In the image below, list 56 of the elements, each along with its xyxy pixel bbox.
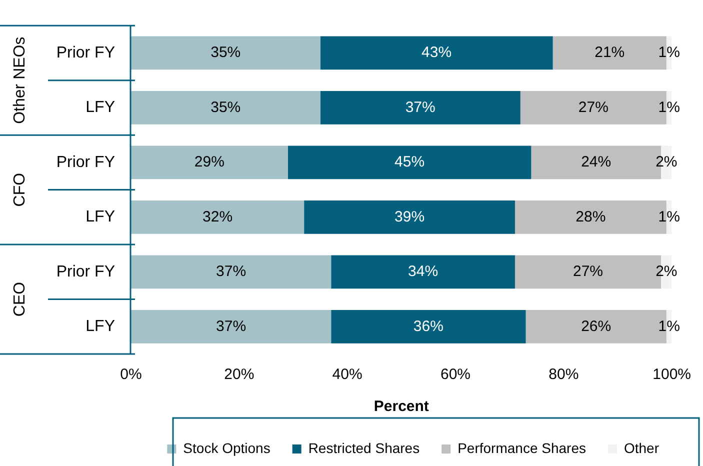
data-label: 1% [658, 98, 680, 116]
bar [320, 91, 520, 124]
y-tick-label: LFY [86, 99, 116, 116]
y-tick-label: LFY [86, 318, 116, 336]
data-label: 27% [578, 98, 608, 116]
data-label: 37% [405, 98, 436, 116]
bar [304, 200, 515, 234]
bar [331, 310, 526, 344]
data-label: 2% [656, 263, 678, 280]
data-label: 28% [576, 208, 606, 226]
data-label: 43% [422, 44, 452, 62]
data-label: 2% [656, 154, 678, 171]
x-tick-label: 80% [548, 366, 579, 384]
x-axis-title: Percent [374, 398, 429, 416]
bar [131, 255, 332, 289]
x-tick-label: 100% [652, 366, 692, 384]
data-label: 24% [581, 154, 612, 171]
bar [131, 310, 332, 344]
text: CFO [11, 172, 28, 207]
legend-label: Stock Options [183, 440, 270, 456]
data-label: 35% [210, 98, 241, 116]
data-label: 27% [572, 263, 604, 280]
data-label: 37% [216, 263, 246, 280]
x-tick-label: 40% [332, 366, 362, 384]
text: Other NEOs [11, 36, 28, 124]
bar [131, 146, 288, 180]
data-label: 39% [394, 208, 425, 226]
bar [331, 255, 515, 289]
x-tick-label: 0% [120, 366, 142, 384]
y-tick-label: Prior FY [56, 44, 116, 62]
data-label: 34% [408, 263, 438, 280]
y-tick-label: Prior FY [56, 263, 116, 280]
bar [131, 91, 320, 124]
text: CEO [11, 282, 28, 317]
legend-label: Other [624, 440, 660, 456]
data-label: 1% [658, 208, 680, 226]
x-tick-label: 20% [224, 366, 254, 384]
data-label: 35% [210, 44, 241, 62]
y-tick-label: Prior FY [56, 154, 116, 171]
bar [131, 36, 320, 70]
data-label: 29% [194, 154, 224, 171]
x-tick-label: 60% [440, 366, 471, 384]
data-label: 1% [658, 44, 680, 62]
bar [131, 200, 304, 234]
data-label: 1% [658, 318, 680, 335]
data-label: 37% [216, 318, 246, 335]
data-label: 21% [594, 44, 625, 62]
bar [320, 36, 553, 70]
legend-label: Performance Shares [458, 440, 586, 456]
bar [288, 146, 532, 180]
data-label: 45% [394, 154, 425, 171]
data-label: 36% [413, 318, 444, 335]
y-tick-label: LFY [86, 208, 116, 226]
data-label: 32% [202, 208, 233, 226]
data-label: 26% [581, 318, 612, 335]
legend-label: Restricted Shares [308, 440, 420, 456]
